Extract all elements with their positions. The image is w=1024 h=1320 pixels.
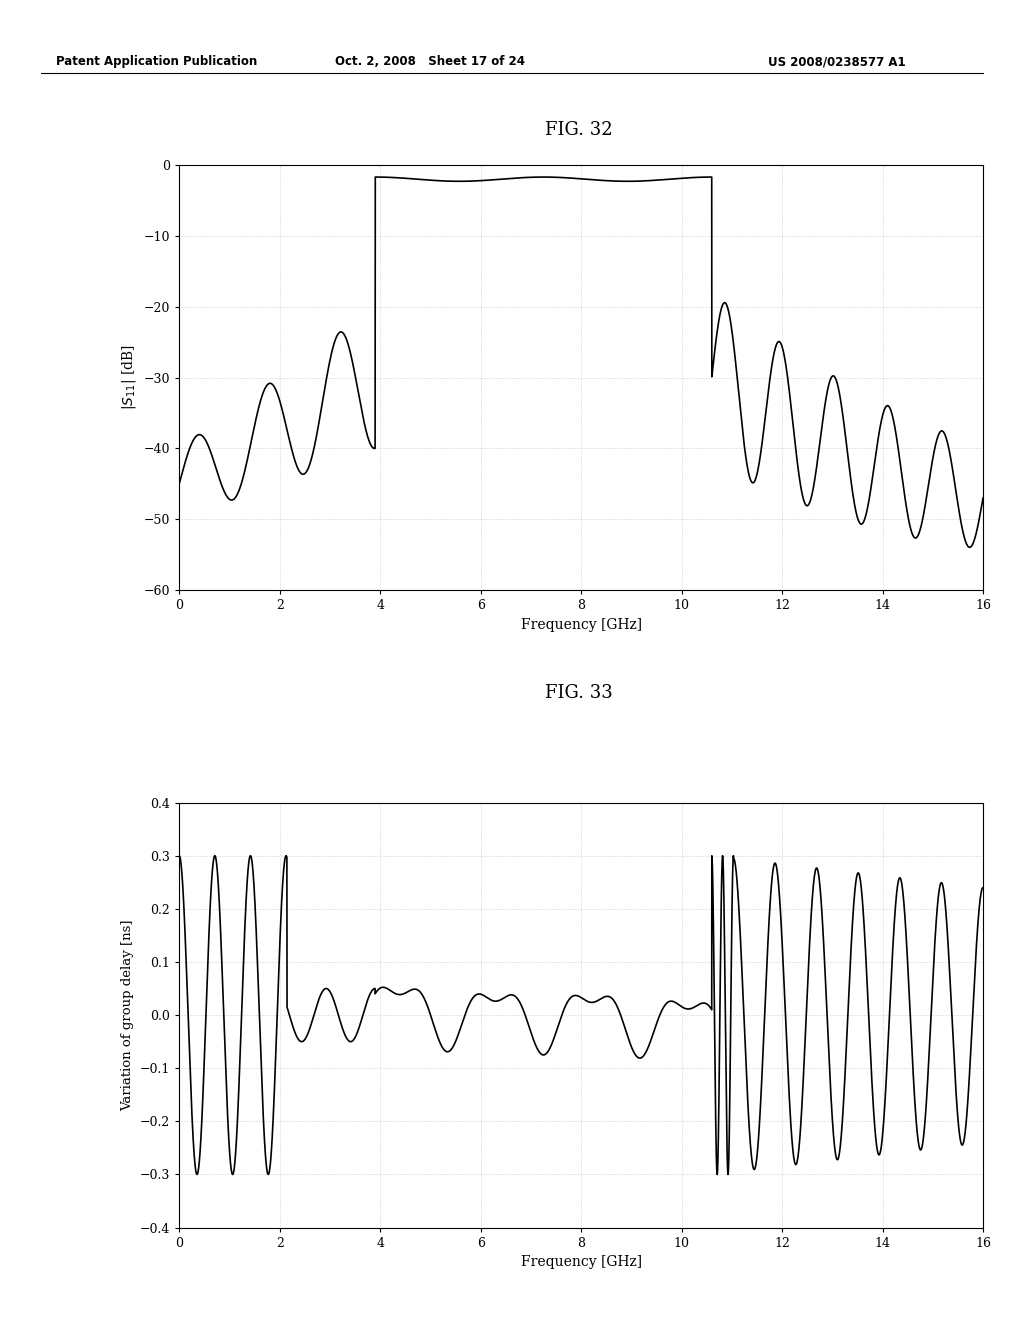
Y-axis label: Variation of group delay [ns]: Variation of group delay [ns] bbox=[121, 919, 134, 1111]
X-axis label: Frequency [GHz]: Frequency [GHz] bbox=[520, 1255, 642, 1270]
Text: Oct. 2, 2008   Sheet 17 of 24: Oct. 2, 2008 Sheet 17 of 24 bbox=[335, 55, 525, 69]
Text: US 2008/0238577 A1: US 2008/0238577 A1 bbox=[768, 55, 905, 69]
Text: FIG. 33: FIG. 33 bbox=[545, 684, 612, 702]
Y-axis label: $|S_{11}|$ [dB]: $|S_{11}|$ [dB] bbox=[120, 345, 138, 411]
X-axis label: Frequency [GHz]: Frequency [GHz] bbox=[520, 618, 642, 632]
Text: Patent Application Publication: Patent Application Publication bbox=[56, 55, 258, 69]
Text: FIG. 32: FIG. 32 bbox=[545, 120, 612, 139]
